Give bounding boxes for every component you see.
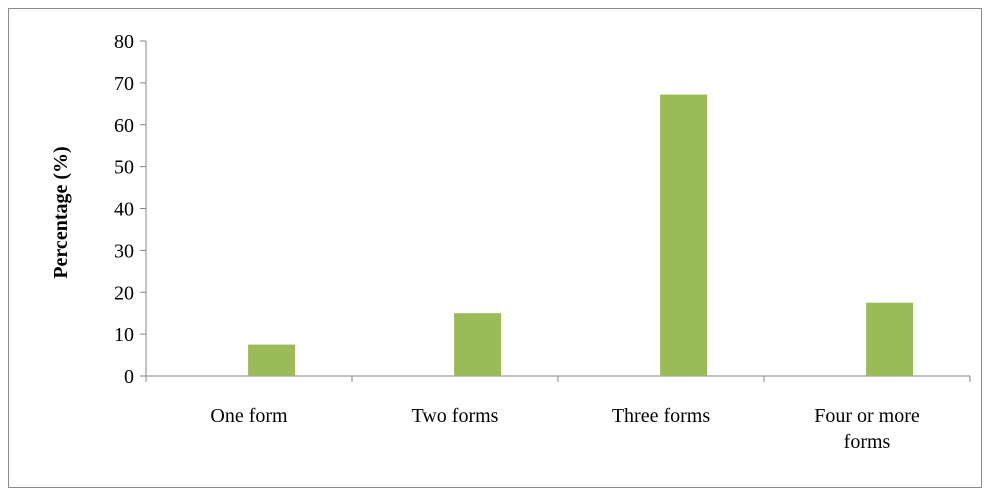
y-ticks: 0 10 20 30 40 50 60 70 80 [114,31,146,388]
axes [145,41,970,377]
y-tick-label: 60 [114,115,134,137]
bars [248,94,914,376]
y-tick-label: 30 [114,240,134,262]
y-tick-label: 20 [114,282,134,304]
y-tick-label: 10 [114,324,134,346]
x-category-label: forms [844,431,891,453]
x-category-label: One form [210,405,288,427]
x-category-label: Three forms [612,405,711,427]
bar [866,302,914,376]
x-category-label: Four or more [814,405,920,427]
bar [660,94,708,376]
y-axis-title: Percentage (%) [50,146,72,278]
y-tick-label: 50 [114,157,134,179]
y-tick-label: 40 [114,199,134,221]
y-tick-label: 80 [114,31,134,53]
x-category-label: Two forms [412,405,499,427]
x-ticks [145,376,971,382]
y-tick-label: 0 [124,366,134,388]
y-tick-label: 70 [114,73,134,95]
bar [454,313,502,376]
category-labels: One form Two forms Three forms Four or more… [210,405,919,453]
bar [248,344,296,376]
chart-frame [8,8,982,488]
